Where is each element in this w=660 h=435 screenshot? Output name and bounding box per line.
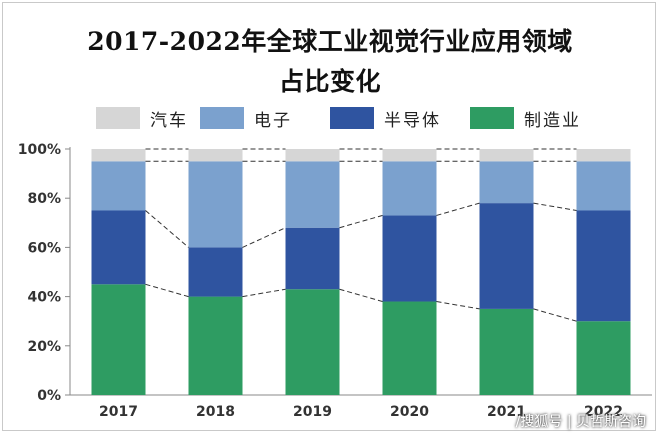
legend-item: 半导体 [330,106,441,131]
bar-segment-2017-2 [91,161,146,211]
bar-segment-2019-2 [285,161,340,228]
bar-segment-2019-1 [285,227,340,290]
y-tick-label: 0% [37,388,61,404]
y-tick-label: 20% [27,339,61,355]
chart-title-line-2: 占比变化 [278,67,381,96]
series-connector-line [339,214,383,229]
series-connector-line [436,202,480,216]
chart-title-line-1: 2017-2022年全球工业视觉行业应用领域 [87,27,573,56]
y-tick-label: 80% [27,191,61,207]
y-tick-label: 40% [27,290,61,306]
legend-swatch [200,107,244,129]
bar-segment-2019-0 [285,289,340,395]
legend-item: 制造业 [470,106,581,131]
y-tick-label: 60% [27,240,61,256]
chart-legend: 汽车 电子 半导体 制造业 [0,106,660,131]
bar-segment-2017-1 [91,210,146,285]
chart-frame [2,2,656,431]
bar-segment-2021-2 [479,161,534,204]
bar-segment-2020-2 [382,161,437,216]
series-connector-line [533,202,577,211]
x-tick-label-2017: 2017 [99,404,138,420]
legend-swatch [96,107,140,129]
bar-segment-2018-1 [188,247,243,297]
legend-label: 电子 [254,110,292,131]
bar-segment-2020-1 [382,215,437,302]
watermark-text: /搜狐号 | 贝哲斯咨询 [515,414,646,430]
series-connector-line [145,210,189,248]
series-connector-line [533,308,577,322]
series-connector-line [339,288,383,303]
bar-segment-2021-0 [479,308,534,395]
legend-swatch [470,107,514,129]
legend-swatch [330,107,374,129]
bar-segment-2021-3 [479,149,534,162]
bar-segment-2022-2 [576,161,631,211]
bar-segment-2022-1 [576,210,631,322]
bar-segment-2018-2 [188,161,243,248]
series-connector-line [145,283,189,298]
x-tick-label-2020: 2020 [390,404,429,420]
bar-segment-2017-3 [91,149,146,162]
x-tick-label-2021: 2021 [487,404,526,420]
legend-label: 制造业 [524,110,581,131]
x-tick-label-2019: 2019 [293,404,332,420]
bar-segment-2017-0 [91,284,146,395]
bar-segment-2018-3 [188,149,243,162]
legend-label: 半导体 [384,110,441,131]
series-connector-line [436,301,480,310]
series-connector-line [242,227,286,248]
x-tick-label-2022: 2022 [584,404,623,420]
bar-segment-2020-0 [382,301,437,395]
x-tick-label-2018: 2018 [196,404,235,420]
bar-segment-2018-0 [188,296,243,395]
bar-segment-2022-0 [576,321,631,395]
bar-segment-2019-3 [285,149,340,162]
bar-segment-2022-3 [576,149,631,162]
legend-item: 汽车 [96,106,188,131]
bar-segment-2020-3 [382,149,437,162]
y-tick-label: 100% [18,142,61,158]
legend-label: 汽车 [150,110,188,131]
legend-item: 电子 [200,106,292,131]
bar-segment-2021-1 [479,203,534,309]
series-connector-line [242,288,286,298]
